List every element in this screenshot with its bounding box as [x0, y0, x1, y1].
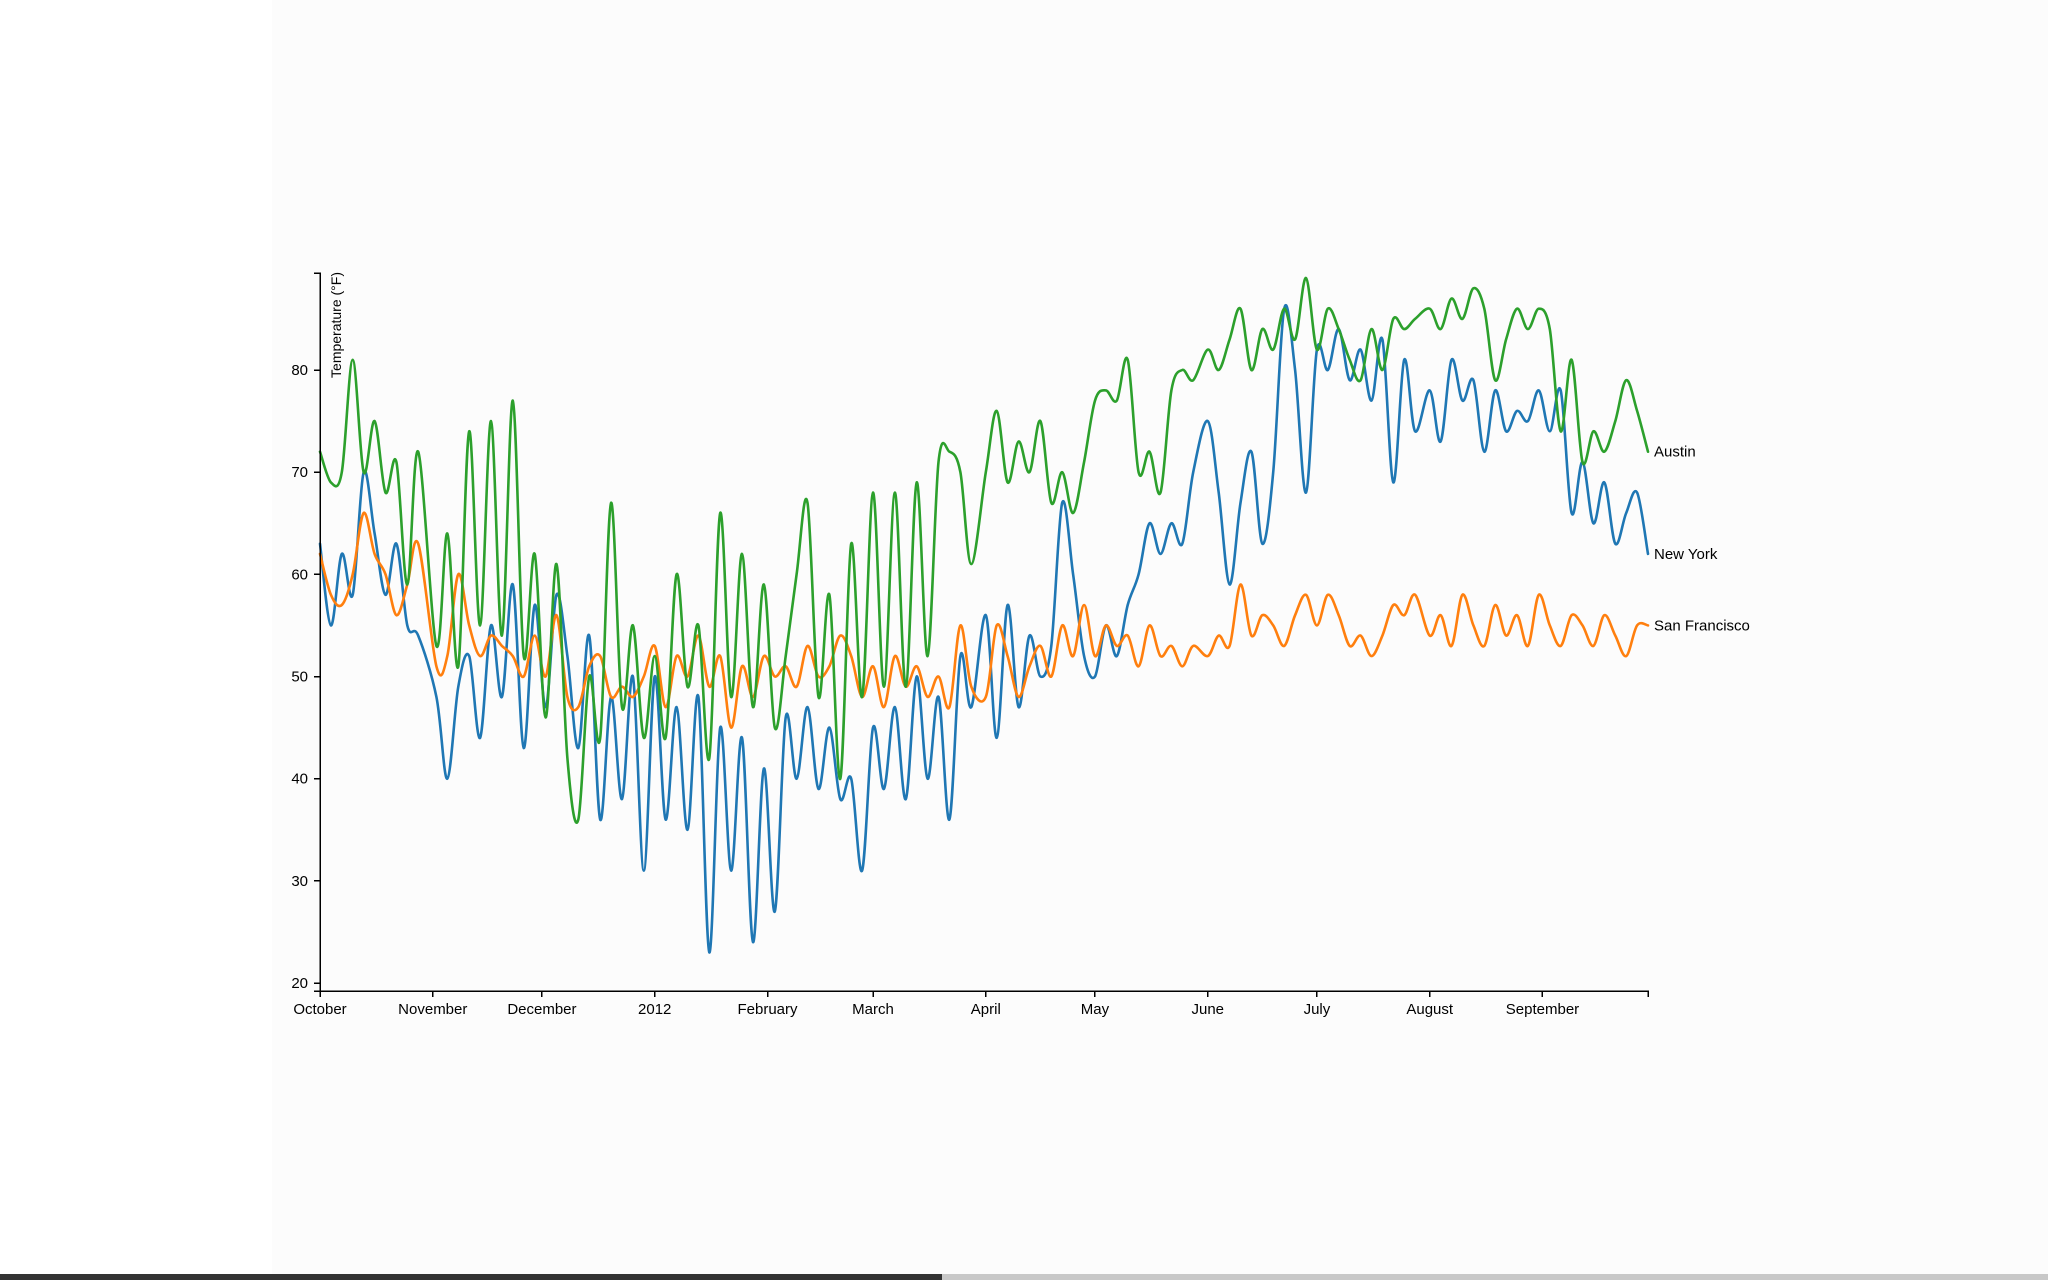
y-tick-label: 20	[291, 975, 308, 992]
y-tick-label: 30	[291, 873, 308, 890]
x-axis-domain	[319, 990, 1649, 997]
series-labels: New York San Francisco Austin	[1654, 444, 1750, 635]
series-label-new-york: New York	[1654, 546, 1718, 563]
x-tick-label: November	[398, 1001, 467, 1018]
x-tick-label: September	[1506, 1001, 1579, 1018]
x-tick-label: August	[1406, 1001, 1454, 1018]
x-tick-label: 2012	[638, 1001, 671, 1018]
x-tick-label: July	[1304, 1001, 1331, 1018]
playback-progress-fill	[0, 1274, 943, 1280]
y-tick-label: 60	[291, 566, 308, 583]
x-tick-label: October	[293, 1001, 346, 1018]
series-lines	[318, 276, 1650, 954]
y-axis: 20 30 40 50 60 70 80	[291, 272, 321, 992]
series-line-austin	[318, 276, 1650, 824]
y-tick-label: 50	[291, 669, 308, 686]
series-line-new-york	[318, 304, 1650, 954]
x-tick-label: March	[852, 1001, 894, 1018]
y-tick-label: 80	[291, 362, 308, 379]
x-tick-label: June	[1191, 1001, 1224, 1018]
series-label-austin: Austin	[1654, 444, 1696, 461]
x-axis: October November December 2012 February March…	[293, 990, 1649, 1018]
page-background	[272, 0, 2048, 1274]
y-tick-label: 70	[291, 464, 308, 481]
x-tick-label: February	[738, 1001, 799, 1018]
y-axis-title: Temperature (°F)	[328, 272, 344, 378]
series-label-san-francisco: San Francisco	[1654, 617, 1750, 634]
playback-progress-bar[interactable]	[0, 1274, 2048, 1280]
x-tick-label: December	[507, 1001, 576, 1018]
y-tick-label: 40	[291, 771, 308, 788]
x-tick-label: April	[971, 1001, 1001, 1018]
x-tick-label: May	[1081, 1001, 1110, 1018]
y-axis-domain	[314, 272, 321, 992]
